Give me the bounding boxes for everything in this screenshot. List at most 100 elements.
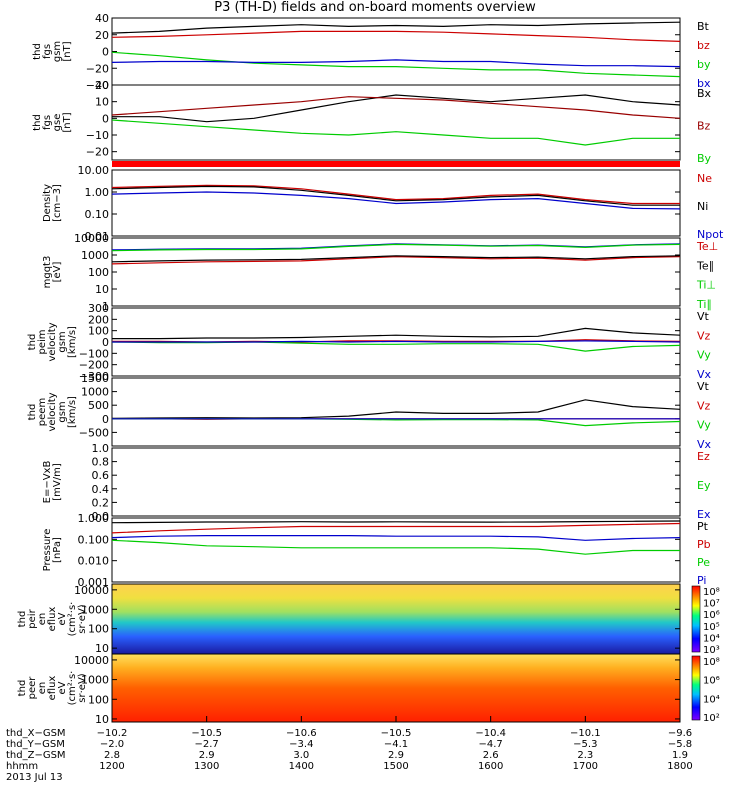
- y-tick-label: 1000: [81, 386, 109, 399]
- series-line-Pe: [111, 539, 680, 555]
- legend-entry: Vy: [697, 419, 711, 432]
- series-line-Bx: [112, 94, 681, 123]
- y-tick-label: 10000: [74, 584, 109, 597]
- y-tick-label: 10: [95, 283, 109, 296]
- colorbar-tick-label: 10⁸: [703, 587, 720, 598]
- y-tick-label: 10: [95, 713, 109, 726]
- y-axis-label: [km/s]: [67, 396, 78, 428]
- y-axis-label: sr·eV): [77, 673, 88, 702]
- ephemeris-label: hhmm: [6, 761, 38, 772]
- y-tick-label: 0: [102, 112, 109, 125]
- y-tick-label: −500: [79, 426, 109, 439]
- date-label: 2013 Jul 13: [6, 772, 63, 783]
- ephemeris-value: −4.1: [384, 739, 408, 750]
- y-axis-label: thd: [27, 334, 38, 351]
- colorbar-tick-label: 10²: [703, 713, 720, 724]
- series-line-Pb: [111, 522, 681, 534]
- panel-3: 10000 1000 100 10 1 mgqt3 [eV] Te⊥ Te∥ Ti⊥ Ti∥: [42, 232, 718, 313]
- legend-entry: Vx: [697, 368, 712, 381]
- ephemeris-value: 1700: [573, 761, 598, 772]
- ephemeris-value: 1200: [99, 761, 124, 772]
- y-tick-label: 100: [88, 266, 109, 279]
- colorbar-tick-label: 10⁸: [703, 657, 720, 668]
- legend-entry: Npot: [697, 228, 724, 241]
- y-axis-label: peir: [27, 608, 38, 628]
- legend-entry: Vz: [697, 329, 711, 342]
- legend-entry: Ez: [697, 450, 710, 463]
- spectrogram-8: [112, 584, 680, 654]
- y-axis-label: thd: [17, 680, 28, 697]
- y-tick-label: 1000: [81, 249, 109, 262]
- legend-entry: Pi: [697, 574, 706, 587]
- y-axis-label: eflux: [47, 676, 58, 701]
- y-axis-label: eV: [57, 612, 68, 625]
- ephemeris-label: thd_X−GSM: [6, 728, 66, 739]
- series-line-Vy: [111, 341, 681, 352]
- y-axis-label: E=−VxB: [42, 461, 53, 504]
- legend-entry: Vx: [697, 438, 712, 451]
- legend-entry: By: [697, 152, 712, 165]
- ephemeris-value: 2.6: [483, 750, 499, 761]
- ephemeris-value: −9.6: [668, 728, 692, 739]
- y-tick-label: 1.000: [78, 512, 110, 525]
- series-line-Vy: [112, 418, 681, 427]
- y-tick-label: 1: [102, 300, 109, 313]
- y-tick-label: 10.00: [78, 164, 110, 177]
- series-line-Pi: [111, 534, 681, 541]
- legend-entry: Bz: [697, 120, 711, 133]
- y-axis-label: [nT]: [62, 112, 73, 132]
- y-tick-label: 0: [102, 336, 109, 349]
- colorbar-9: [691, 655, 701, 721]
- y-axis-label: [nPa]: [52, 537, 63, 563]
- y-axis-label: thd: [17, 611, 28, 628]
- y-axis-label: Density: [42, 184, 53, 222]
- ephemeris-value: −10.5: [191, 728, 222, 739]
- y-axis-label: sr·eV): [77, 604, 88, 633]
- ephemeris-value: −10.4: [475, 728, 506, 739]
- legend-entry: Ne: [697, 172, 712, 185]
- colorbar-tick-label: 10⁶: [703, 610, 720, 621]
- y-tick-label: 1000: [81, 603, 109, 616]
- y-axis-label: eV: [57, 681, 68, 694]
- y-tick-label: 0.0: [92, 510, 110, 523]
- legend-entry: Bx: [697, 87, 712, 100]
- y-axis-label: en: [37, 682, 48, 695]
- series-line-Ti∥: [111, 243, 681, 252]
- series-line-Bt: [111, 21, 681, 34]
- y-axis-label: fgs: [42, 115, 53, 130]
- ephemeris-value: 1800: [667, 761, 692, 772]
- legend-entry: bx: [697, 77, 711, 90]
- y-tick-label: 200: [88, 313, 109, 326]
- ephemeris-value: 1600: [478, 761, 503, 772]
- y-tick-label: 500: [88, 399, 109, 412]
- ephemeris-value: −10.1: [570, 728, 601, 739]
- ephemeris-value: −5.8: [668, 739, 692, 750]
- y-tick-label: 10: [95, 96, 109, 109]
- panel-2: 10.00 1.00 0.10 0.01 Density [cm−3] Ne Ni Npot: [42, 164, 724, 243]
- y-tick-label: 300: [88, 302, 109, 315]
- y-tick-label: −100: [79, 347, 109, 360]
- y-axis-label: velocity: [47, 392, 58, 431]
- y-tick-label: 1000: [81, 674, 109, 687]
- y-axis-label: (cm²·s·: [67, 671, 78, 706]
- series-line-bz: [111, 30, 681, 42]
- ephemeris-value: −5.3: [573, 739, 597, 750]
- y-tick-label: −200: [79, 359, 109, 372]
- colorbar-tick-label: 10⁵: [703, 622, 720, 633]
- colorbar-8: [691, 585, 701, 653]
- y-axis-label: gsm: [52, 41, 63, 62]
- y-tick-label: 40: [95, 12, 109, 25]
- ephemeris-value: 2.8: [104, 750, 120, 761]
- y-axis-label: gse: [52, 114, 63, 132]
- y-tick-label: 10000: [74, 654, 109, 667]
- y-tick-label: 0.4: [92, 483, 110, 496]
- y-axis-label: thd: [32, 43, 43, 60]
- series-line-Te⊥: [111, 255, 681, 265]
- y-axis-label: peem: [37, 398, 48, 426]
- y-axis-label: thd: [32, 114, 43, 131]
- legend-entry: Pe: [697, 556, 710, 569]
- legend-entry: Vy: [697, 349, 711, 362]
